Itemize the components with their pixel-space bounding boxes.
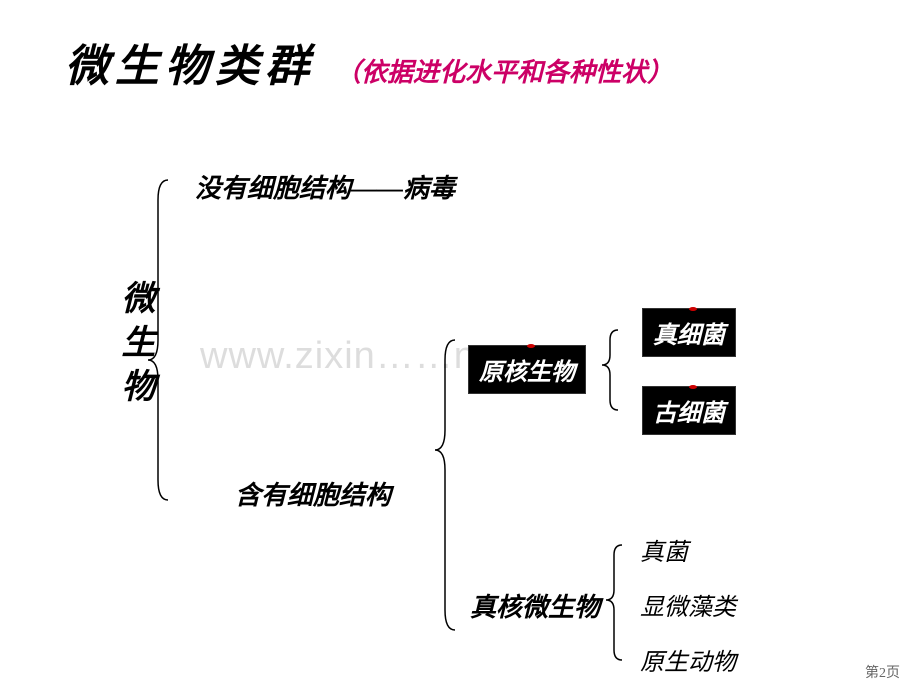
bracket-svg [0, 0, 920, 690]
